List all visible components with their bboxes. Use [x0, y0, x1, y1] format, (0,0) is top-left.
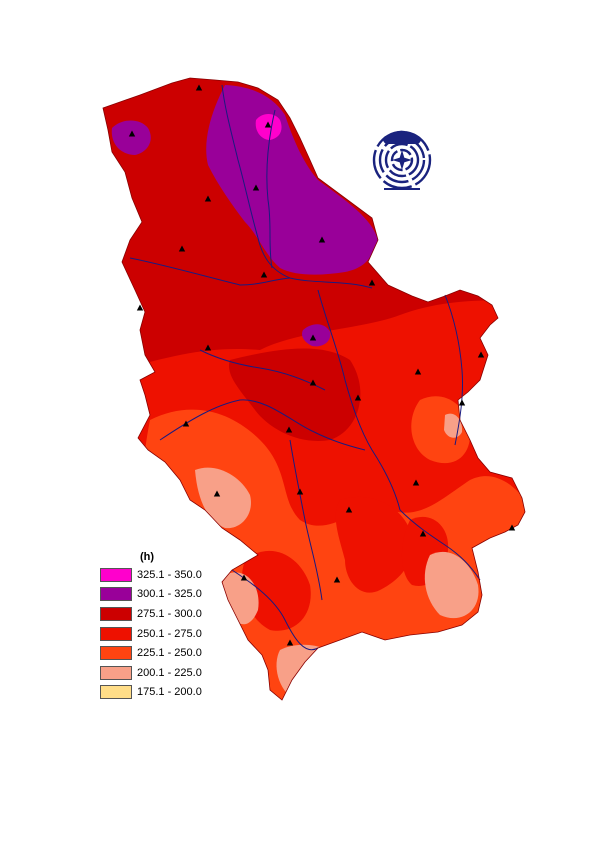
legend-row: 275.1 - 300.0 — [100, 604, 202, 624]
station-marker — [182, 420, 190, 427]
country-border — [102, 77, 526, 701]
weather-stations — [128, 84, 516, 646]
legend-label: 325.1 - 350.0 — [137, 568, 202, 581]
legend-title: (h) — [140, 551, 155, 563]
rivers — [129, 84, 481, 651]
station-marker — [458, 399, 466, 406]
station-marker — [354, 394, 362, 401]
legend-row: 175.1 - 200.0 — [100, 683, 202, 703]
legend-label: 200.1 - 225.0 — [137, 666, 202, 679]
zone-300-325-central — [302, 324, 331, 347]
station-marker — [333, 576, 341, 583]
station-marker — [252, 184, 260, 191]
station-marker — [264, 121, 272, 128]
station-marker — [309, 379, 317, 386]
river-ibar — [289, 439, 323, 601]
station-marker — [178, 245, 186, 252]
legend: (h) 325.1 - 350.0 300.1 - 325.0 275.1 - 30… — [100, 549, 202, 702]
station-marker — [128, 130, 136, 137]
station-marker — [419, 530, 427, 537]
river-timok — [444, 294, 463, 446]
station-marker — [368, 279, 376, 286]
station-marker — [412, 479, 420, 486]
station-marker — [213, 490, 221, 497]
zone-200-225-southwest — [195, 467, 251, 529]
river-morava — [317, 289, 401, 511]
zone-300-325-northwest — [111, 120, 151, 155]
legend-swatch — [100, 606, 132, 621]
legend-rows: 325.1 - 350.0 300.1 - 325.0 275.1 - 300.0 2… — [100, 565, 202, 702]
legend-row: 200.1 - 225.0 — [100, 663, 202, 683]
station-marker — [195, 84, 203, 91]
legend-swatch — [100, 626, 132, 641]
station-marker — [318, 236, 326, 243]
river-juzna-morava — [399, 509, 481, 581]
station-marker — [477, 351, 485, 358]
legend-swatch — [100, 587, 132, 602]
zone-250-275-west-patch — [241, 550, 311, 631]
station-marker — [296, 488, 304, 495]
zone-225-250-east — [411, 396, 471, 464]
institution-logo — [368, 126, 440, 203]
legend-label: 300.1 - 325.0 — [137, 588, 202, 601]
river-danube — [221, 84, 373, 289]
legend-label: 225.1 - 250.0 — [137, 647, 202, 660]
station-marker — [309, 334, 317, 341]
river-south-tributary — [231, 569, 319, 651]
legend-swatch — [100, 646, 132, 661]
river-zapadna-morava — [159, 399, 366, 451]
zone-300-325-north — [206, 85, 378, 275]
station-marker — [286, 639, 294, 646]
institution-emblem-icon — [372, 130, 432, 190]
legend-row: 225.1 - 250.0 — [100, 643, 202, 663]
station-marker — [204, 195, 212, 202]
zone-200-225-southeast — [424, 551, 479, 619]
legend-label: 175.1 - 200.0 — [137, 686, 202, 699]
legend-swatch — [100, 685, 132, 700]
river-tisa — [266, 109, 276, 269]
river-kolubara — [199, 349, 326, 391]
station-marker — [508, 524, 516, 531]
river-sava — [129, 257, 291, 286]
legend-row: 300.1 - 325.0 — [100, 585, 202, 605]
legend-swatch — [100, 665, 132, 680]
zone-275-300-central — [229, 348, 361, 441]
legend-swatch — [100, 567, 132, 582]
station-marker — [260, 271, 268, 278]
station-marker — [285, 426, 293, 433]
station-marker — [204, 344, 212, 351]
station-marker — [414, 368, 422, 375]
station-marker — [240, 574, 248, 581]
legend-row: 325.1 - 350.0 — [100, 565, 202, 585]
legend-label: 275.1 - 300.0 — [137, 607, 202, 620]
legend-label: 250.1 - 275.0 — [137, 627, 202, 640]
legend-row: 250.1 - 275.0 — [100, 624, 202, 644]
station-marker — [345, 506, 353, 513]
zone-250-275-central-patch — [335, 496, 413, 593]
station-marker — [136, 304, 144, 311]
